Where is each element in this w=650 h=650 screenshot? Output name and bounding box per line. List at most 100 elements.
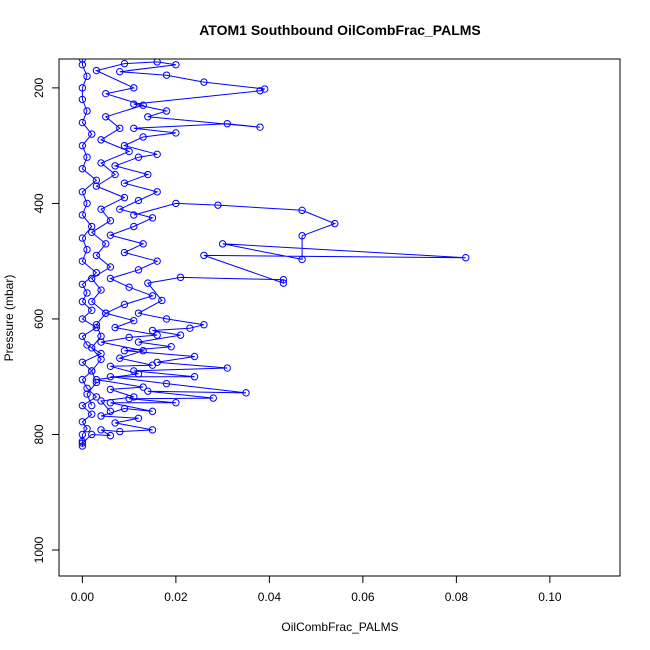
x-tick-label: 0.00 (71, 590, 95, 604)
data-point (111, 419, 119, 427)
data-point (298, 255, 306, 264)
data-point (148, 214, 157, 222)
data-point (97, 426, 105, 434)
data-point (92, 251, 101, 260)
y-tick-label: 600 (32, 309, 46, 329)
data-point (78, 280, 87, 288)
data-point (97, 412, 105, 420)
data-point (78, 118, 87, 127)
data-point (97, 205, 105, 213)
data-point (88, 430, 96, 439)
series-2 (78, 199, 470, 447)
y-axis: 200 400 600 800 1000 (32, 78, 60, 563)
data-point (106, 217, 115, 225)
data-point (83, 153, 91, 161)
data-point (223, 119, 232, 128)
data-point (106, 373, 115, 381)
data-point (78, 439, 87, 447)
data-point (92, 321, 101, 329)
data-point (78, 358, 87, 366)
data-point (200, 251, 208, 260)
data-point (125, 283, 133, 291)
data-point (158, 296, 166, 305)
data-point (88, 130, 96, 138)
data-point (256, 87, 264, 95)
plot-area (78, 59, 470, 450)
data-point (92, 393, 101, 401)
data-point (106, 274, 115, 283)
data-point (148, 426, 157, 434)
data-point (298, 232, 306, 240)
data-point (78, 234, 87, 242)
data-point (279, 279, 288, 287)
data-point (78, 297, 87, 306)
data-point (144, 113, 152, 121)
data-point (106, 231, 115, 239)
data-point (83, 390, 91, 398)
data-point (144, 170, 152, 179)
data-point (172, 199, 180, 208)
data-point (97, 349, 105, 358)
data-point (88, 410, 96, 418)
y-tick-label: 400 (32, 193, 46, 213)
data-point (111, 323, 119, 332)
data-point (134, 196, 143, 205)
data-point (139, 347, 147, 355)
data-point (120, 248, 129, 257)
data-point (78, 188, 87, 196)
data-point (120, 347, 129, 355)
data-point (134, 414, 143, 423)
chart-title: ATOM1 Southbound OilCombFrac_PALMS (199, 22, 481, 38)
data-point (92, 66, 101, 75)
data-point (130, 100, 138, 108)
data-point (134, 338, 143, 346)
data-point (97, 136, 105, 144)
data-point (256, 123, 264, 131)
series-1 (78, 59, 105, 450)
data-point (120, 193, 129, 202)
data-point (83, 384, 91, 392)
data-point (111, 162, 119, 170)
data-point (83, 107, 91, 115)
data-point (190, 373, 199, 381)
data-point (78, 257, 87, 265)
x-tick-label: 0.08 (445, 590, 469, 604)
data-point (148, 407, 157, 416)
data-point (167, 342, 175, 351)
data-point (200, 78, 208, 86)
data-point (92, 378, 101, 387)
data-point (78, 141, 87, 150)
data-point (97, 332, 105, 340)
data-point (144, 279, 152, 287)
series-line (86, 61, 265, 412)
data-point (83, 245, 91, 254)
y-tick-label: 800 (32, 424, 46, 444)
data-point (153, 331, 161, 339)
data-point (186, 324, 194, 332)
data-point (223, 364, 232, 372)
data-point (97, 355, 105, 364)
data-point (144, 387, 152, 395)
data-point (78, 84, 87, 92)
data-point (130, 211, 138, 219)
data-point (106, 263, 115, 271)
data-point (102, 309, 110, 317)
data-point (162, 315, 171, 323)
data-point (153, 150, 161, 159)
data-point (106, 407, 115, 416)
data-point (120, 59, 129, 68)
data-point (116, 205, 124, 213)
data-point (78, 418, 87, 426)
series-line (81, 59, 103, 446)
data-point (88, 222, 96, 231)
data-point (88, 401, 96, 410)
data-point (176, 331, 185, 339)
data-point (92, 375, 101, 384)
data-point (116, 124, 124, 133)
data-point (279, 275, 288, 284)
series-line (82, 202, 466, 444)
data-point (134, 370, 143, 378)
data-point (97, 159, 105, 167)
data-point (261, 85, 269, 93)
